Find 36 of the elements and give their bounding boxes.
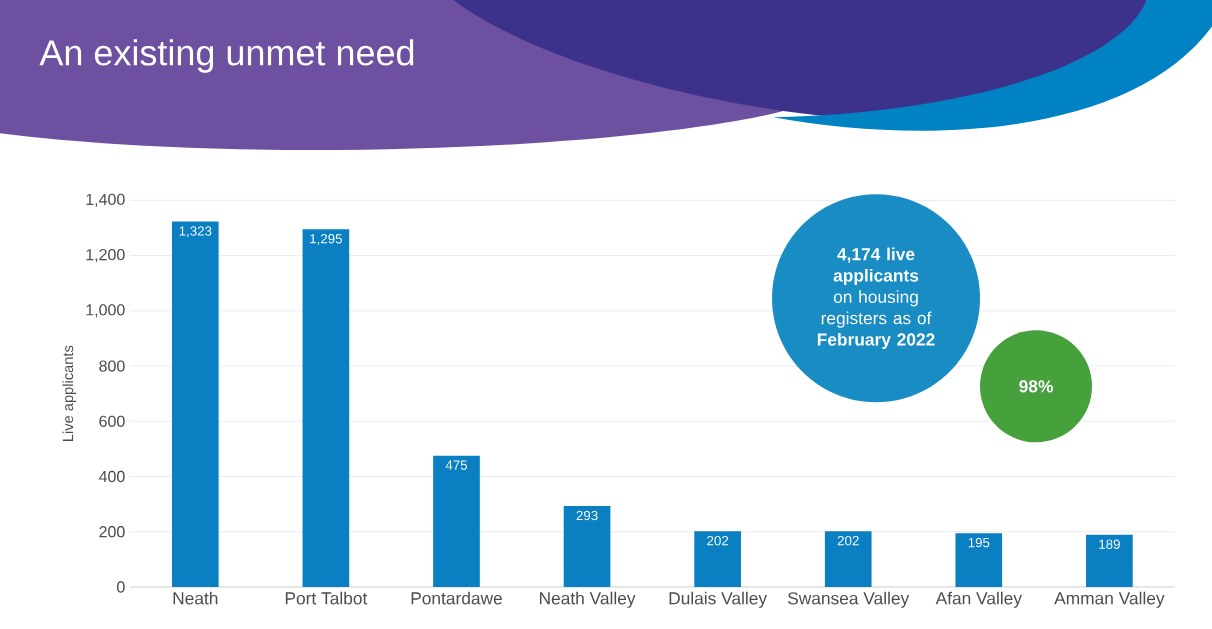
y-tick-label: 800: [99, 360, 125, 372]
annotation: 4,174 live applicants on housing registers as of February 2022: [817, 247, 935, 350]
x-tick-label: Dulais Valley: [669, 591, 768, 608]
y-tick-label: 1,400: [86, 193, 125, 207]
annotation: 98%: [1019, 380, 1053, 393]
x-tick-label: Neath Valley: [539, 591, 636, 608]
y-tick-label: 1,200: [86, 248, 125, 263]
x-tick-label: Afan Valley: [935, 591, 1022, 608]
y-axis-title: Live applicants: [62, 345, 77, 441]
x-tick-label: Neath: [173, 591, 218, 605]
bar: [955, 533, 1003, 587]
x-tick-label: Swansea Valley: [787, 591, 910, 608]
y-tick-label: 200: [99, 526, 125, 538]
data-label: 202: [707, 535, 729, 546]
data-label: 293: [576, 510, 598, 521]
y-tick-label: 600: [99, 415, 125, 427]
x-tick-label: Pontardawe: [411, 591, 502, 605]
data-label: 475: [445, 460, 468, 470]
bar: [563, 506, 611, 587]
bar: [824, 531, 872, 587]
y-tick-label: 0: [117, 581, 125, 593]
data-label: 1,323: [179, 226, 212, 238]
x-tick-label: Amman Valley: [1054, 591, 1165, 608]
bar: [694, 531, 741, 587]
bar: [302, 229, 350, 587]
y-tick-label: 1,000: [86, 304, 125, 318]
bar: [1086, 534, 1133, 587]
bar: [171, 221, 219, 587]
data-label: 1,295: [310, 234, 342, 246]
bar: [433, 455, 480, 587]
data-label: 195: [968, 537, 990, 548]
y-tick-label: 400: [98, 470, 125, 483]
x-tick-label: Port Talbot: [285, 591, 368, 605]
chart-title: An existing unmet need: [39, 39, 414, 73]
data-label: 202: [837, 535, 859, 546]
data-label: 189: [1099, 539, 1120, 549]
